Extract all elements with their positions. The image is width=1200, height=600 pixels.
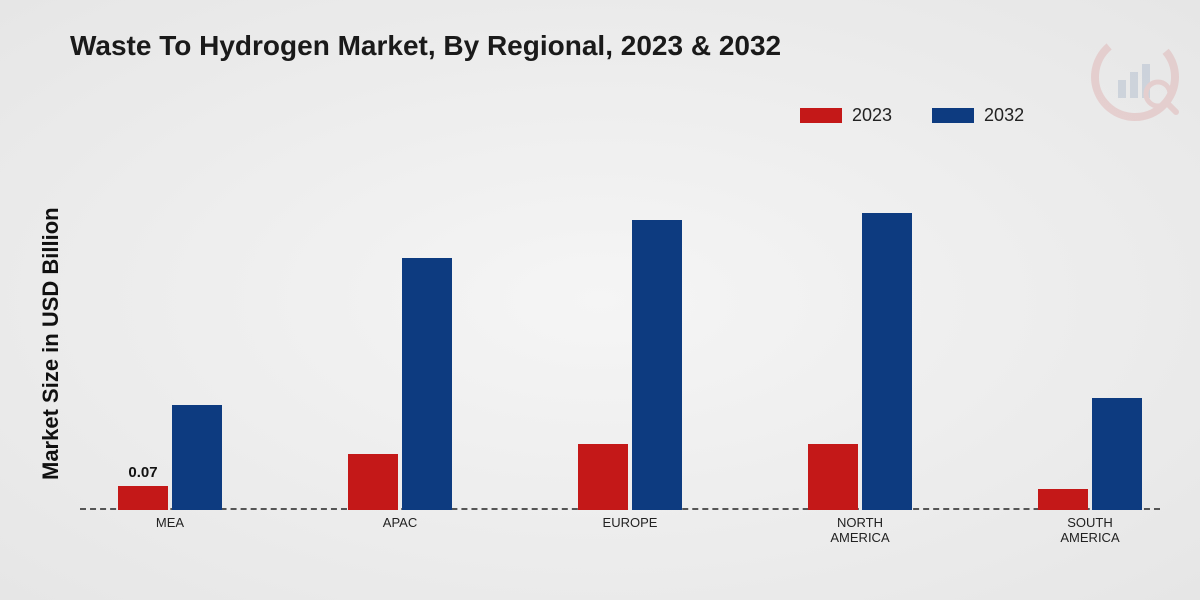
- legend-item-2023: 2023: [800, 105, 892, 126]
- legend-item-2032: 2032: [932, 105, 1024, 126]
- bar-group: [1038, 398, 1142, 510]
- chart-title: Waste To Hydrogen Market, By Regional, 2…: [70, 30, 781, 62]
- bar-2032: [862, 213, 912, 511]
- bar-2023: [348, 454, 398, 510]
- watermark-logo: [1090, 32, 1180, 127]
- bar-2032: [1092, 398, 1142, 510]
- bar-2023: [808, 444, 858, 511]
- bar-group: [578, 220, 682, 511]
- y-axis-label: Market Size in USD Billion: [38, 207, 64, 480]
- legend: 2023 2032: [800, 105, 1024, 126]
- legend-swatch-2032: [932, 108, 974, 123]
- bar-2032: [402, 258, 452, 510]
- x-axis-label: EUROPE: [603, 516, 658, 531]
- legend-swatch-2023: [800, 108, 842, 123]
- x-axis-label: APAC: [383, 516, 417, 531]
- bar-group: [808, 213, 912, 511]
- x-axis-label: NORTH AMERICA: [830, 516, 889, 546]
- bar-2023: [1038, 489, 1088, 510]
- legend-label-2032: 2032: [984, 105, 1024, 126]
- bar-2023: [118, 486, 168, 511]
- x-axis-label: SOUTH AMERICA: [1060, 516, 1119, 546]
- legend-label-2023: 2023: [852, 105, 892, 126]
- bar-group: [118, 405, 222, 510]
- x-axis-label: MEA: [156, 516, 184, 531]
- bar-group: [348, 258, 452, 510]
- bar-2023: [578, 444, 628, 511]
- bar-2032: [632, 220, 682, 511]
- plot-area: MEA0.07APACEUROPENORTH AMERICASOUTH AMER…: [80, 160, 1160, 510]
- bar-value-label: 0.07: [128, 464, 157, 481]
- chart-canvas: Waste To Hydrogen Market, By Regional, 2…: [0, 0, 1200, 600]
- bar-2032: [172, 405, 222, 510]
